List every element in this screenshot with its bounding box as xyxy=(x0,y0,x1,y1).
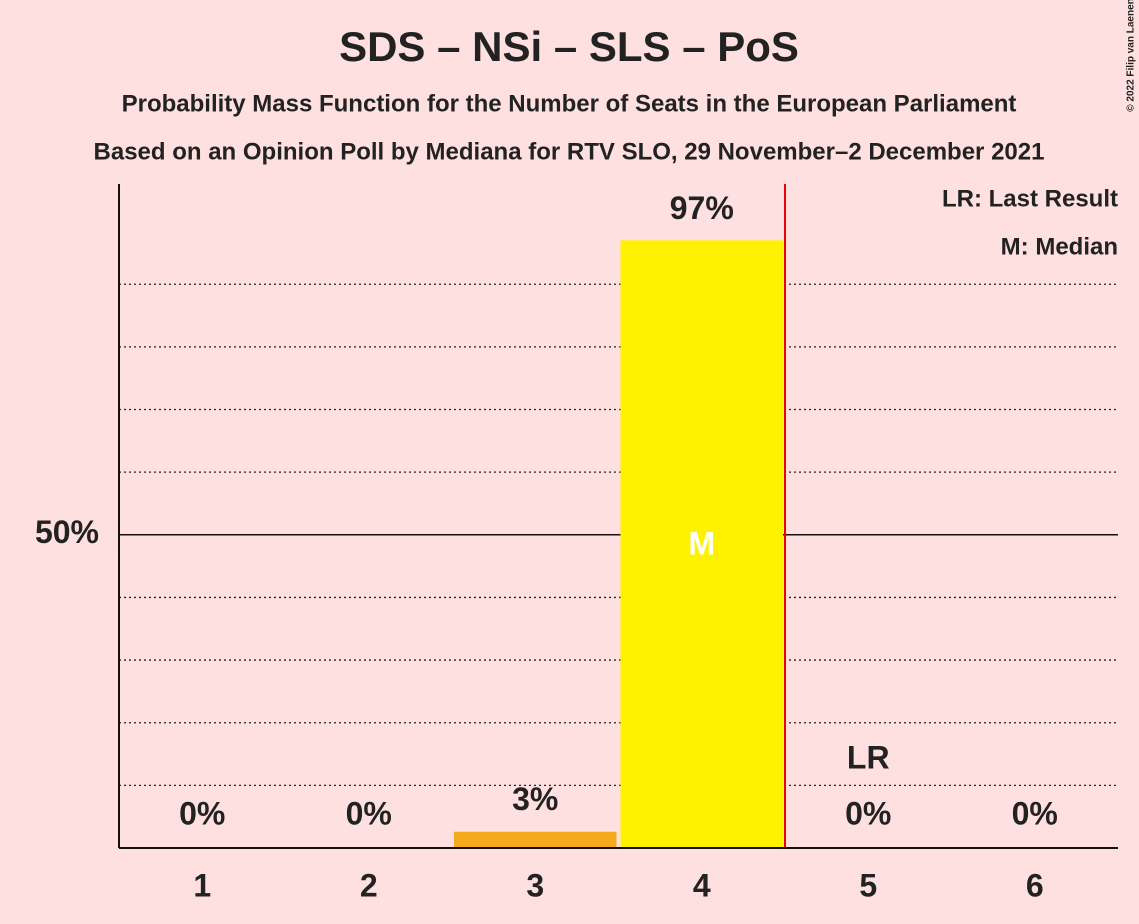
value-label: 0% xyxy=(1012,795,1058,831)
value-label: 0% xyxy=(179,795,225,831)
y-tick-label: 50% xyxy=(35,514,99,550)
x-tick-label: 5 xyxy=(859,867,877,903)
x-tick-label: 3 xyxy=(526,867,544,903)
x-tick-label: 4 xyxy=(693,867,711,903)
x-tick-label: 1 xyxy=(193,867,211,903)
value-label: 0% xyxy=(346,795,392,831)
x-tick-label: 2 xyxy=(360,867,378,903)
copyright: © 2022 Filip van Laenen xyxy=(1126,0,1137,112)
median-marker: M xyxy=(688,525,715,561)
last-result-marker: LR xyxy=(847,739,890,775)
legend-entry: LR: Last Result xyxy=(942,185,1118,212)
value-label: 97% xyxy=(670,190,734,226)
legend-entry: M: Median xyxy=(1001,233,1118,260)
value-label: 0% xyxy=(845,795,891,831)
value-label: 3% xyxy=(512,781,558,817)
chart-subtitle: Probability Mass Function for the Number… xyxy=(122,90,1017,117)
bar xyxy=(620,240,783,848)
chart-title: SDS – NSi – SLS – PoS xyxy=(339,23,799,70)
bar xyxy=(454,831,617,848)
chart-subtitle: Based on an Opinion Poll by Mediana for … xyxy=(94,138,1045,165)
x-tick-label: 6 xyxy=(1026,867,1044,903)
